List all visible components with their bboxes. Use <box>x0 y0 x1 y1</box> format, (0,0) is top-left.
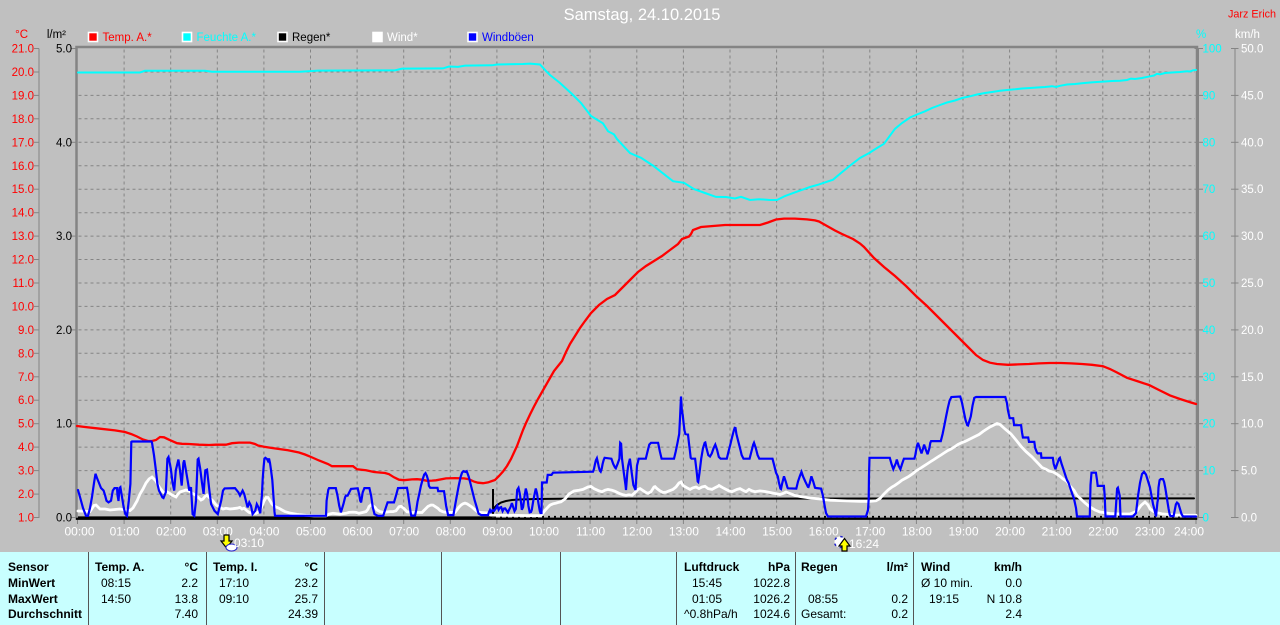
svg-text:35.0: 35.0 <box>1241 184 1263 196</box>
svg-text:25.0: 25.0 <box>1241 278 1263 290</box>
svg-text:22:00: 22:00 <box>1088 525 1118 539</box>
svg-text:13:00: 13:00 <box>669 525 699 539</box>
svg-text:2.0: 2.0 <box>56 325 72 337</box>
svg-text:11:00: 11:00 <box>576 525 605 539</box>
svg-text:Samstag, 24.10.2015: Samstag, 24.10.2015 <box>564 6 721 24</box>
svg-text:04:00: 04:00 <box>249 525 279 539</box>
svg-text:11.0: 11.0 <box>12 278 34 290</box>
svg-text:06:00: 06:00 <box>343 525 373 539</box>
svg-text:12:00: 12:00 <box>622 525 652 539</box>
svg-text:09:00: 09:00 <box>482 525 512 539</box>
svg-text:14:00: 14:00 <box>715 525 745 539</box>
svg-text:5.0: 5.0 <box>1241 466 1257 478</box>
svg-text:17:00: 17:00 <box>855 525 885 539</box>
svg-text:7.0: 7.0 <box>18 372 34 384</box>
svg-text:10:00: 10:00 <box>529 525 559 539</box>
svg-text:21.0: 21.0 <box>12 44 34 56</box>
svg-text:15:00: 15:00 <box>762 525 792 539</box>
svg-text:4.0: 4.0 <box>56 137 72 149</box>
svg-text:16.0: 16.0 <box>12 161 34 173</box>
svg-text:19:00: 19:00 <box>948 525 978 539</box>
svg-text:0.0: 0.0 <box>1241 513 1257 525</box>
svg-text:Windböen: Windböen <box>482 32 534 44</box>
svg-text:40.0: 40.0 <box>1241 137 1263 149</box>
svg-text:01:00: 01:00 <box>110 525 140 539</box>
svg-text:4.0: 4.0 <box>18 442 34 454</box>
svg-text:14.0: 14.0 <box>12 208 34 220</box>
svg-text:20: 20 <box>1203 419 1216 431</box>
svg-text:20:00: 20:00 <box>995 525 1025 539</box>
svg-text:20.0: 20.0 <box>12 67 34 79</box>
svg-text:21:00: 21:00 <box>1042 525 1072 539</box>
svg-text:02:00: 02:00 <box>156 525 186 539</box>
svg-text:40: 40 <box>1203 325 1216 337</box>
svg-text:05:00: 05:00 <box>296 525 326 539</box>
svg-text:18:00: 18:00 <box>902 525 932 539</box>
svg-text:9.0: 9.0 <box>18 325 34 337</box>
svg-text:5.0: 5.0 <box>56 44 72 56</box>
svg-text:Regen*: Regen* <box>292 32 331 44</box>
svg-text:24:00: 24:00 <box>1174 525 1204 539</box>
svg-text:13.0: 13.0 <box>12 231 34 243</box>
svg-text:12.0: 12.0 <box>12 255 34 267</box>
svg-text:50.0: 50.0 <box>1241 44 1263 56</box>
svg-text:16:24: 16:24 <box>849 537 879 551</box>
svg-text:17.0: 17.0 <box>12 137 34 149</box>
svg-text:60: 60 <box>1203 231 1216 243</box>
svg-text:19.0: 19.0 <box>12 90 34 102</box>
svg-text:70: 70 <box>1203 184 1216 196</box>
svg-text:°C: °C <box>15 29 28 41</box>
svg-text:%: % <box>1196 29 1206 41</box>
svg-text:Wind*: Wind* <box>387 32 418 44</box>
svg-text:1.0: 1.0 <box>56 419 72 431</box>
svg-text:07:00: 07:00 <box>389 525 419 539</box>
svg-text:1.0: 1.0 <box>18 513 34 525</box>
svg-text:3.0: 3.0 <box>18 466 34 478</box>
svg-text:00:00: 00:00 <box>64 525 94 539</box>
svg-text:6.0: 6.0 <box>18 395 34 407</box>
svg-text:100: 100 <box>1203 44 1222 56</box>
svg-text:15.0: 15.0 <box>12 184 34 196</box>
svg-text:l/m²: l/m² <box>47 29 66 41</box>
svg-text:18.0: 18.0 <box>12 114 34 126</box>
svg-text:23:00: 23:00 <box>1135 525 1165 539</box>
svg-text:Jarz Erich: Jarz Erich <box>1228 9 1276 21</box>
svg-text:30: 30 <box>1203 372 1216 384</box>
svg-text:20.0: 20.0 <box>1241 325 1263 337</box>
svg-text:45.0: 45.0 <box>1241 90 1263 102</box>
svg-text:15.0: 15.0 <box>1241 372 1263 384</box>
svg-text:30.0: 30.0 <box>1241 231 1263 243</box>
svg-text:03:10: 03:10 <box>234 536 264 550</box>
svg-text:90: 90 <box>1203 90 1216 102</box>
svg-text:Feuchte A.*: Feuchte A.* <box>197 32 257 44</box>
svg-text:8.0: 8.0 <box>18 348 34 360</box>
svg-text:0: 0 <box>1203 513 1209 525</box>
svg-text:16:00: 16:00 <box>809 525 839 539</box>
svg-text:08:00: 08:00 <box>436 525 466 539</box>
svg-text:10: 10 <box>1203 466 1216 478</box>
svg-text:10.0: 10.0 <box>1241 419 1263 431</box>
svg-text:5.0: 5.0 <box>18 419 34 431</box>
svg-text:10.0: 10.0 <box>12 301 34 313</box>
svg-text:80: 80 <box>1203 137 1216 149</box>
svg-text:km/h: km/h <box>1235 29 1260 41</box>
svg-text:3.0: 3.0 <box>56 231 72 243</box>
svg-text:2.0: 2.0 <box>18 489 34 501</box>
svg-text:0.0: 0.0 <box>56 513 72 525</box>
svg-text:Temp. A.*: Temp. A.* <box>103 32 153 44</box>
svg-text:50: 50 <box>1203 278 1216 290</box>
